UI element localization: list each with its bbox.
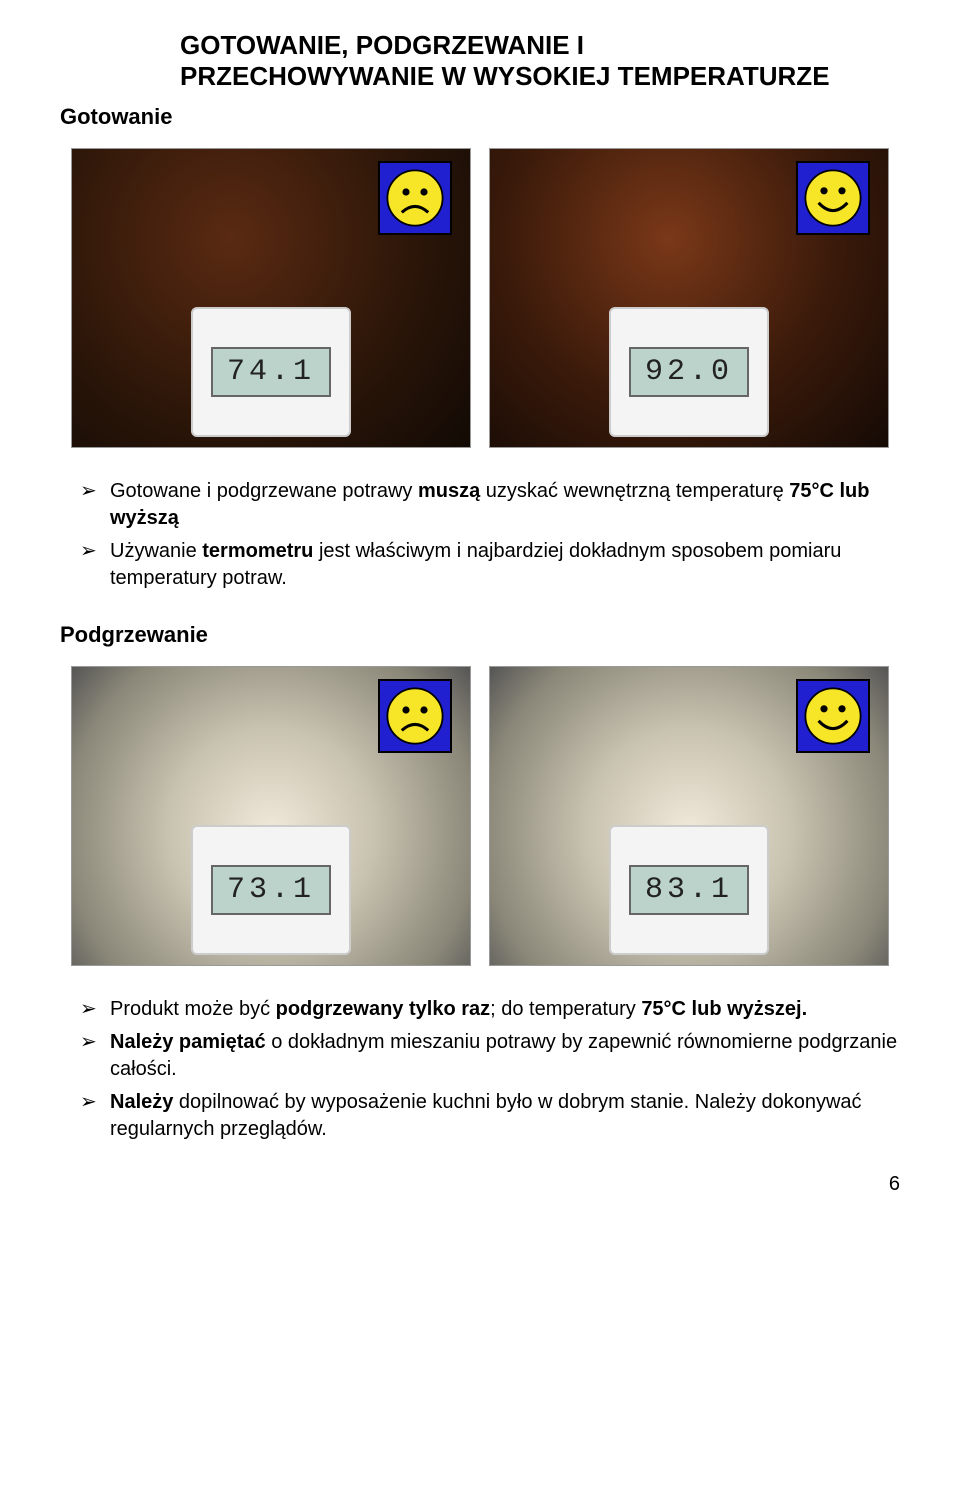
bullet-list-2: Produkt może być podgrzewany tylko raz; … (80, 996, 900, 1143)
section-2-label: Podgrzewanie (60, 622, 900, 648)
bullet-list-1: Gotowane i podgrzewane potrawy muszą uzy… (80, 478, 900, 592)
title-line-2: PRZECHOWYWANIE W WYSOKIEJ TEMPERATURZE (180, 61, 900, 92)
main-title-block: GOTOWANIE, PODGRZEWANIE I PRZECHOWYWANIE… (180, 30, 900, 92)
thermometer-2-reading: 92.0 (629, 347, 749, 397)
thermometer-3: 73.1 (191, 825, 351, 955)
sad-face-icon (378, 161, 452, 235)
thermometer-1: 74.1 (191, 307, 351, 437)
bullet-1-1: Gotowane i podgrzewane potrawy muszą uzy… (80, 478, 900, 532)
title-line-1: GOTOWANIE, PODGRZEWANIE I (180, 30, 900, 61)
bullet-2-1: Produkt może być podgrzewany tylko raz; … (80, 996, 900, 1023)
photo-cooking-happy: 92.0 (489, 148, 889, 448)
bullet-1-2: Używanie termometru jest właściwym i naj… (80, 538, 900, 592)
image-row-1: 74.1 92.0 (60, 148, 900, 448)
photo-reheat-happy: 83.1 (489, 666, 889, 966)
bullet-2-2: Należy pamiętać o dokładnym mieszaniu po… (80, 1029, 900, 1083)
photo-cooking-sad: 74.1 (71, 148, 471, 448)
thermometer-2: 92.0 (609, 307, 769, 437)
sad-face-icon (378, 679, 452, 753)
thermometer-4: 83.1 (609, 825, 769, 955)
image-row-2: 73.1 83.1 (60, 666, 900, 966)
bullet-2-3: Należy dopilnować by wyposażenie kuchni … (80, 1089, 900, 1143)
thermometer-3-reading: 73.1 (211, 865, 331, 915)
section-1-label: Gotowanie (60, 104, 900, 130)
thermometer-1-reading: 74.1 (211, 347, 331, 397)
happy-face-icon (796, 161, 870, 235)
thermometer-4-reading: 83.1 (629, 865, 749, 915)
page-number: 6 (60, 1173, 900, 1196)
happy-face-icon (796, 679, 870, 753)
photo-reheat-sad: 73.1 (71, 666, 471, 966)
